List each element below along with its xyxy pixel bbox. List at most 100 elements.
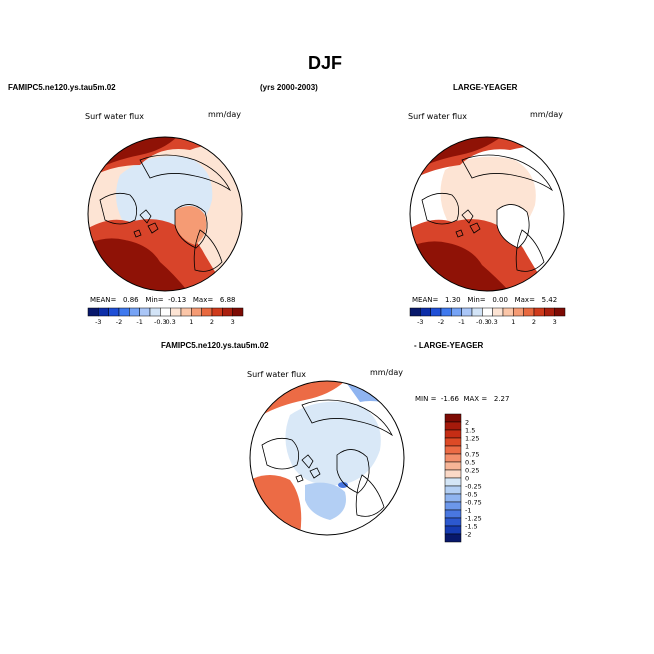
colorbar-model-swatch xyxy=(222,307,233,317)
colorbar-diff-swatch xyxy=(444,469,462,479)
colorbar-obs-swatch xyxy=(471,307,483,317)
panel3-variable: Surf water flux xyxy=(247,370,306,379)
colorbar-diff-swatch xyxy=(444,493,462,503)
panel1-variable: Surf water flux xyxy=(85,112,144,121)
colorbar-model-swatch xyxy=(201,307,213,317)
panel3-max-value: 2.27 xyxy=(493,395,510,403)
map-model xyxy=(88,137,242,291)
panel2-stats: MEAN= 1.30 Min= 0.00 Max= 5.42 xyxy=(412,296,557,304)
colorbar-diff-swatch xyxy=(444,461,462,471)
colorbar-obs-swatch xyxy=(544,307,555,317)
map-diff-border xyxy=(249,380,405,536)
colorbar-model-swatch xyxy=(87,307,99,317)
land-archipelago xyxy=(295,454,321,483)
map-obs xyxy=(410,137,564,291)
colorbar-diff: 21.51.2510.750.50.250-0.25-0.5-0.75-1-1.… xyxy=(444,413,482,543)
colorbar-model-tick-label: 3 xyxy=(231,318,235,326)
colorbar-diff-tick-label: -1.25 xyxy=(465,515,482,523)
colorbar-obs-swatch xyxy=(513,307,524,317)
colorbar-obs-tick-label: -2 xyxy=(438,318,444,326)
header-years: (yrs 2000-2003) xyxy=(260,83,318,92)
colorbar-obs-swatch xyxy=(482,307,493,317)
colorbar-diff-tick-label: 1.5 xyxy=(465,427,475,435)
colorbar-diff-tick-label: -0.5 xyxy=(465,491,478,499)
colorbar-obs-tick-label: -1 xyxy=(458,318,464,326)
colorbar-model-swatch xyxy=(149,307,161,317)
map-model-border xyxy=(87,136,243,292)
colorbar-model-swatch xyxy=(98,307,109,317)
local-dry-core xyxy=(338,482,348,488)
panel3-units: mm/day xyxy=(370,368,403,377)
colorbar-model: -3 -2 -1 -0.30.3 1 2 3 xyxy=(87,307,244,326)
page-title: DJF xyxy=(308,53,343,73)
colorbar-model-swatch xyxy=(191,307,202,317)
panel2-max-label: Max= xyxy=(514,296,535,304)
panel1-stats: MEAN= 0.86 Min= -0.13 Max= 6.88 xyxy=(90,296,236,304)
colorbar-model-tick-label: -1 xyxy=(136,318,142,326)
panel2-min-label: Min= xyxy=(467,296,486,304)
colorbar-diff-swatch xyxy=(444,437,462,447)
colorbar-obs-swatch xyxy=(451,307,462,317)
colorbar-obs: -3 -2 -1 -0.30.3 1 2 3 xyxy=(409,307,566,326)
colorbar-model-tick-label: 2 xyxy=(210,318,214,326)
colorbar-model-swatch xyxy=(170,307,182,317)
colorbar-diff-swatch xyxy=(444,453,462,463)
land-eurasia xyxy=(139,154,232,192)
panel1-mean-label: MEAN= xyxy=(90,296,117,304)
colorbar-diff-swatch xyxy=(444,517,462,527)
colorbar-obs-swatch xyxy=(523,307,535,317)
colorbar-diff-tick-label: -0.25 xyxy=(465,483,482,491)
colorbar-obs-swatch xyxy=(533,307,545,317)
colorbar-diff-swatch xyxy=(444,445,462,455)
colorbar-diff-tick-label: 0 xyxy=(465,475,469,483)
colorbar-diff-tick-label: 2 xyxy=(465,419,469,427)
panel2-units: mm/day xyxy=(530,110,563,119)
colorbar-obs-swatch xyxy=(502,307,514,317)
atlantic-negative-diff xyxy=(305,482,346,520)
colorbar-obs-tick-label: 0.3 xyxy=(487,318,497,326)
panel3-max-label: MAX = xyxy=(463,395,488,403)
colorbar-obs-swatch xyxy=(409,307,421,317)
colorbar-model-swatch xyxy=(160,307,171,317)
panel1-max-label: Max= xyxy=(192,296,214,304)
colorbar-diff-swatch xyxy=(444,429,462,439)
colorbar-diff-swatch xyxy=(444,509,462,519)
colorbar-diff-tick-label: -2 xyxy=(465,531,471,539)
colorbar-obs-swatch xyxy=(492,307,504,317)
colorbar-model-tick-label: -2 xyxy=(116,318,122,326)
panel2-variable: Surf water flux xyxy=(408,112,467,121)
colorbar-obs-tick-label: 1 xyxy=(511,318,515,326)
arctic-ocean-negative-diff xyxy=(285,401,381,486)
colorbar-diff-swatch xyxy=(444,501,462,511)
colorbar-diff-swatch xyxy=(444,525,462,535)
panel2-mean-value: 1.30 xyxy=(445,296,461,304)
panel1-min-value: -0.13 xyxy=(168,296,187,304)
panel3-min-label: MIN = xyxy=(415,395,437,403)
colorbar-diff-tick-label: 0.25 xyxy=(465,467,479,475)
colorbar-diff-swatch xyxy=(444,485,462,495)
colorbar-diff-tick-label: 1.25 xyxy=(465,435,479,443)
colorbar-diff-swatch xyxy=(444,421,462,431)
colorbar-diff-swatch xyxy=(444,477,462,487)
panel1-mean-value: 0.86 xyxy=(123,296,139,304)
colorbar-model-swatch xyxy=(232,307,244,317)
colorbar-obs-swatch xyxy=(440,307,452,317)
panel1-max-value: 6.88 xyxy=(219,296,236,304)
colorbar-obs-tick-label: -0.3 xyxy=(476,318,489,326)
colorbar-diff-tick-label: 0.75 xyxy=(465,451,479,459)
panel2-max-value: 5.42 xyxy=(541,296,558,304)
colorbar-obs-swatch xyxy=(554,307,566,317)
panel2-min-value: 0.00 xyxy=(492,296,508,304)
colorbar-obs-swatch xyxy=(461,307,473,317)
land-north-america xyxy=(99,192,138,225)
colorbar-diff-tick-label: 0.5 xyxy=(465,459,475,467)
colorbar-model-swatch xyxy=(211,307,223,317)
header-left-case: FAMIPC5.ne120.ys.tau5m.02 xyxy=(8,83,116,92)
land-north-america xyxy=(421,192,460,225)
map-obs-border xyxy=(409,136,565,292)
colorbar-diff-tick-label: -1 xyxy=(465,507,471,515)
colorbar-diff-tick-label: -1.5 xyxy=(465,523,478,531)
colorbar-obs-swatch xyxy=(420,307,431,317)
colorbar-model-swatch xyxy=(108,307,120,317)
